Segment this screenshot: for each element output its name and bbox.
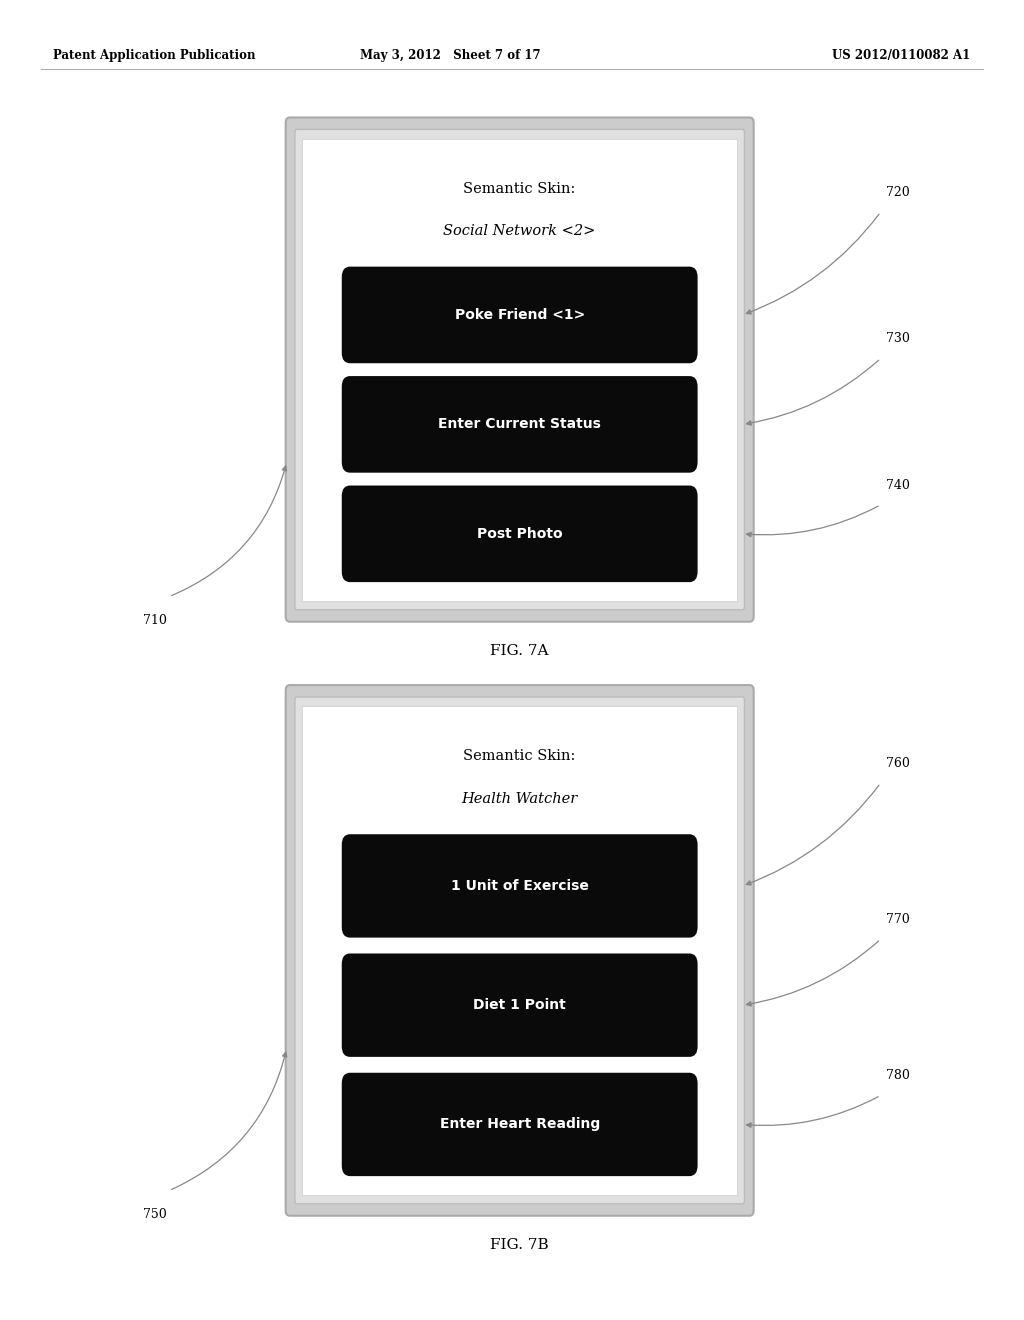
FancyBboxPatch shape [342, 1073, 697, 1176]
FancyBboxPatch shape [342, 953, 697, 1057]
Text: 770: 770 [886, 913, 909, 927]
FancyBboxPatch shape [286, 685, 754, 1216]
Text: Poke Friend <1>: Poke Friend <1> [455, 308, 585, 322]
Text: Enter Current Status: Enter Current Status [438, 417, 601, 432]
Text: 710: 710 [143, 614, 167, 627]
Text: Enter Heart Reading: Enter Heart Reading [439, 1118, 600, 1131]
FancyBboxPatch shape [342, 267, 697, 363]
Text: 730: 730 [886, 333, 909, 345]
FancyBboxPatch shape [286, 117, 754, 622]
Text: Diet 1 Point: Diet 1 Point [473, 998, 566, 1012]
Text: FIG. 7B: FIG. 7B [490, 1238, 549, 1251]
FancyBboxPatch shape [342, 486, 697, 582]
Text: Patent Application Publication: Patent Application Publication [53, 49, 256, 62]
Text: FIG. 7A: FIG. 7A [490, 644, 549, 657]
FancyBboxPatch shape [295, 129, 744, 610]
Text: May 3, 2012   Sheet 7 of 17: May 3, 2012 Sheet 7 of 17 [360, 49, 541, 62]
Text: Semantic Skin:: Semantic Skin: [464, 182, 575, 195]
Text: Social Network <2>: Social Network <2> [443, 224, 596, 238]
Text: 720: 720 [886, 186, 909, 199]
Text: Semantic Skin:: Semantic Skin: [464, 750, 575, 763]
FancyBboxPatch shape [302, 139, 737, 601]
Text: 760: 760 [886, 756, 909, 770]
Text: 780: 780 [886, 1069, 909, 1082]
FancyBboxPatch shape [342, 376, 697, 473]
Text: 740: 740 [886, 479, 909, 491]
Text: 750: 750 [143, 1208, 167, 1221]
FancyBboxPatch shape [342, 834, 697, 937]
FancyBboxPatch shape [302, 706, 737, 1195]
FancyBboxPatch shape [295, 697, 744, 1204]
Text: 1 Unit of Exercise: 1 Unit of Exercise [451, 879, 589, 892]
Text: Post Photo: Post Photo [477, 527, 562, 541]
Text: Health Watcher: Health Watcher [462, 792, 578, 805]
Text: US 2012/0110082 A1: US 2012/0110082 A1 [831, 49, 971, 62]
